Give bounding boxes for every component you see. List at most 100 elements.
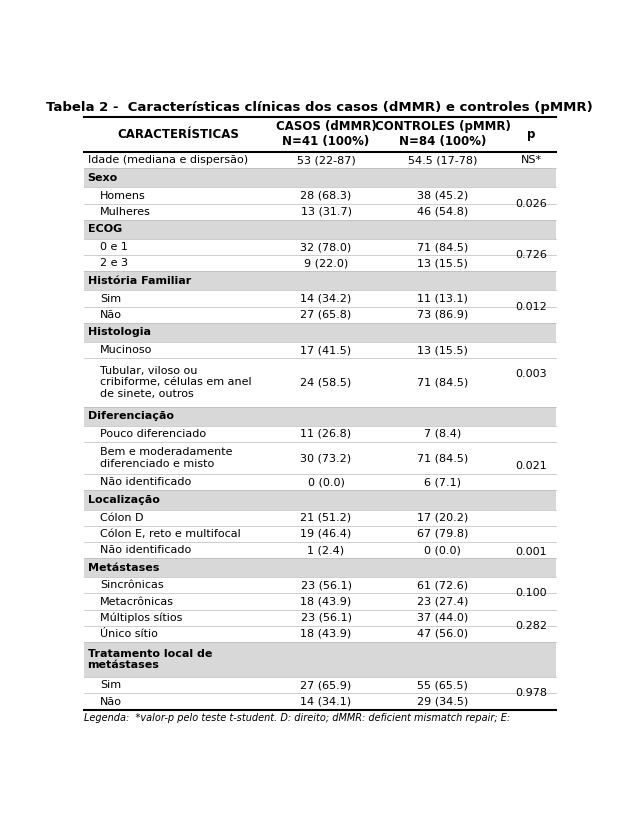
- Text: Sexo: Sexo: [87, 173, 118, 183]
- Text: História Familiar: História Familiar: [87, 276, 191, 286]
- Text: 38 (45.2): 38 (45.2): [417, 191, 469, 201]
- Bar: [84, 642, 556, 677]
- Text: 24 (58.5): 24 (58.5): [300, 377, 352, 388]
- Bar: [84, 152, 556, 168]
- Text: 18 (43.9): 18 (43.9): [300, 596, 352, 606]
- Text: 0 (0.0): 0 (0.0): [308, 477, 344, 487]
- Text: 14 (34.2): 14 (34.2): [300, 294, 352, 304]
- Bar: [84, 290, 556, 307]
- Text: 17 (20.2): 17 (20.2): [417, 512, 469, 523]
- Text: Não identificado: Não identificado: [100, 477, 192, 487]
- Text: CARACTERÍSTICAS: CARACTERÍSTICAS: [117, 128, 239, 141]
- Text: Sim: Sim: [100, 681, 122, 690]
- Bar: [84, 577, 556, 593]
- Text: 71 (84.5): 71 (84.5): [417, 242, 469, 252]
- Text: 67 (79.8): 67 (79.8): [417, 529, 469, 539]
- Text: Múltiplos sítios: Múltiplos sítios: [100, 613, 183, 623]
- Bar: [84, 610, 556, 626]
- Bar: [84, 474, 556, 490]
- Text: 46 (54.8): 46 (54.8): [417, 206, 469, 217]
- Text: 53 (22-87): 53 (22-87): [296, 155, 356, 166]
- Bar: [84, 558, 556, 577]
- Text: Cólon D: Cólon D: [100, 512, 144, 523]
- Text: 73 (86.9): 73 (86.9): [417, 310, 469, 320]
- Text: CONTROLES (pMMR)
N=84 (100%): CONTROLES (pMMR) N=84 (100%): [375, 121, 510, 149]
- Bar: [84, 188, 556, 204]
- Text: 0.021: 0.021: [515, 461, 547, 471]
- Bar: [84, 542, 556, 558]
- Text: 23 (27.4): 23 (27.4): [417, 596, 469, 606]
- Bar: [84, 168, 556, 188]
- Text: Tubular, viloso ou
cribiforme, células em anel
de sinete, outros: Tubular, viloso ou cribiforme, células e…: [100, 366, 252, 399]
- Bar: [84, 406, 556, 426]
- Text: Legenda:  *valor-p pelo teste t-student. D: direito; dMMR: deficient mismatch re: Legenda: *valor-p pelo teste t-student. …: [84, 712, 510, 723]
- Bar: [84, 342, 556, 358]
- Bar: [84, 239, 556, 255]
- Text: 11 (13.1): 11 (13.1): [417, 294, 468, 304]
- Bar: [84, 255, 556, 271]
- Text: 0.282: 0.282: [515, 621, 547, 631]
- Text: Não: Não: [100, 310, 122, 320]
- Text: 71 (84.5): 71 (84.5): [417, 377, 469, 388]
- Text: 61 (72.6): 61 (72.6): [417, 580, 469, 590]
- Text: 17 (41.5): 17 (41.5): [300, 345, 351, 355]
- Text: 0.726: 0.726: [515, 251, 547, 260]
- Text: 18 (43.9): 18 (43.9): [300, 629, 352, 639]
- Text: 47 (56.0): 47 (56.0): [417, 629, 469, 639]
- Text: 54.5 (17-78): 54.5 (17-78): [408, 155, 477, 166]
- Text: 27 (65.9): 27 (65.9): [300, 681, 352, 690]
- Text: 28 (68.3): 28 (68.3): [300, 191, 352, 201]
- Text: 32 (78.0): 32 (78.0): [300, 242, 352, 252]
- Text: 71 (84.5): 71 (84.5): [417, 453, 469, 463]
- Text: Tabela 2 -  Características clínicas dos casos (dMMR) e controles (pMMR): Tabela 2 - Características clínicas dos …: [46, 101, 593, 114]
- Text: NS*: NS*: [520, 155, 542, 166]
- Text: Pouco diferenciado: Pouco diferenciado: [100, 429, 207, 439]
- Bar: [84, 694, 556, 710]
- Bar: [84, 442, 556, 474]
- Text: Localização: Localização: [87, 495, 160, 505]
- Text: 1 (2.4): 1 (2.4): [308, 545, 344, 555]
- Text: 13 (15.5): 13 (15.5): [417, 345, 468, 355]
- Text: Único sítio: Único sítio: [100, 629, 158, 639]
- Text: Bem e moderadamente
diferenciado e misto: Bem e moderadamente diferenciado e misto: [100, 447, 233, 469]
- Text: Diferenciação: Diferenciação: [87, 411, 173, 421]
- Text: Não: Não: [100, 697, 122, 707]
- Bar: [84, 358, 556, 406]
- Bar: [84, 626, 556, 642]
- Text: 37 (44.0): 37 (44.0): [417, 613, 469, 623]
- Text: 23 (56.1): 23 (56.1): [301, 580, 351, 590]
- Text: 0.978: 0.978: [515, 689, 547, 698]
- Text: 0.026: 0.026: [515, 198, 547, 209]
- Text: 19 (46.4): 19 (46.4): [300, 529, 352, 539]
- Text: 13 (15.5): 13 (15.5): [417, 258, 468, 268]
- Text: 23 (56.1): 23 (56.1): [301, 613, 351, 623]
- Text: ECOG: ECOG: [87, 224, 122, 234]
- Text: Cólon E, reto e multifocal: Cólon E, reto e multifocal: [100, 529, 241, 539]
- Text: Sincrônicas: Sincrônicas: [100, 580, 164, 590]
- Bar: [84, 204, 556, 220]
- Text: 30 (73.2): 30 (73.2): [300, 453, 351, 463]
- Text: 13 (31.7): 13 (31.7): [301, 206, 351, 217]
- Bar: [84, 307, 556, 323]
- Text: 14 (34.1): 14 (34.1): [300, 697, 351, 707]
- Bar: [84, 271, 556, 290]
- Text: 0 (0.0): 0 (0.0): [424, 545, 461, 555]
- Text: Mulheres: Mulheres: [100, 206, 151, 217]
- Text: Histologia: Histologia: [87, 327, 150, 337]
- Bar: [84, 593, 556, 610]
- Text: 0.003: 0.003: [515, 370, 547, 379]
- Text: Homens: Homens: [100, 191, 146, 201]
- Text: 2 e 3: 2 e 3: [100, 258, 129, 268]
- Text: 27 (65.8): 27 (65.8): [300, 310, 352, 320]
- Text: 29 (34.5): 29 (34.5): [417, 697, 469, 707]
- Text: 0.001: 0.001: [515, 547, 547, 557]
- Text: Metacrônicas: Metacrônicas: [100, 596, 174, 606]
- Text: 55 (65.5): 55 (65.5): [417, 681, 468, 690]
- Bar: [84, 526, 556, 542]
- Text: CASOS (dMMR)
N=41 (100%): CASOS (dMMR) N=41 (100%): [276, 121, 376, 149]
- Text: 0.100: 0.100: [515, 588, 547, 598]
- Text: 0 e 1: 0 e 1: [100, 242, 128, 252]
- Text: Mucinoso: Mucinoso: [100, 345, 153, 355]
- Text: Idade (mediana e dispersão): Idade (mediana e dispersão): [87, 155, 248, 166]
- Text: 11 (26.8): 11 (26.8): [300, 429, 351, 439]
